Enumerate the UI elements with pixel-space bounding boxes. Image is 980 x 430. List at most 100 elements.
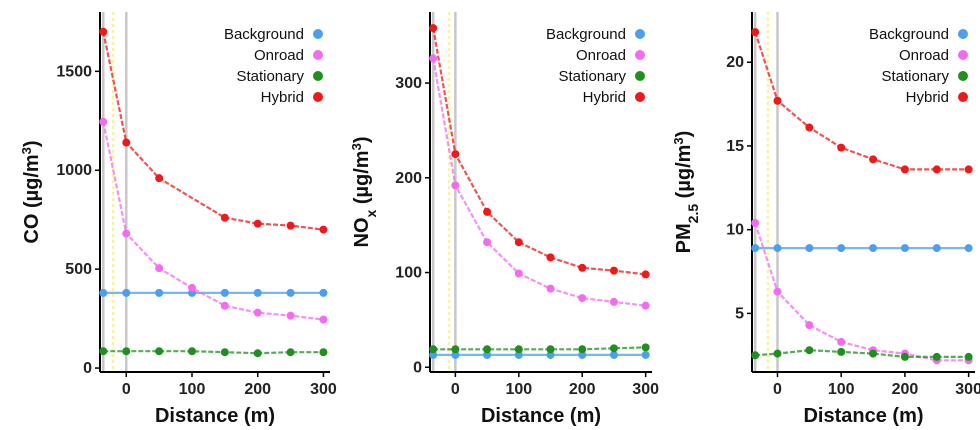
data-point-background [155,288,164,297]
data-point-onroad [837,337,846,346]
data-point-hybrid [641,270,650,279]
legend-marker-background [635,29,645,39]
y-tick-label: 500 [65,261,92,278]
legend-label: Hybrid [583,89,626,106]
data-point-hybrid [932,165,941,174]
x-tick-label: 300 [310,381,337,398]
data-point-background [319,288,328,297]
data-point-stationary [286,348,295,357]
data-point-background [253,288,262,297]
data-point-background [286,288,295,297]
data-point-background [773,244,782,253]
data-point-stationary [932,352,941,361]
data-point-onroad [546,284,555,293]
y-tick-label: 100 [395,265,422,282]
x-tick-label: 200 [569,381,596,398]
legend-marker-onroad [958,50,968,60]
data-point-onroad [220,301,229,310]
data-point-stationary [429,345,438,354]
data-point-stationary [253,349,262,358]
legend-label: Background [546,26,626,43]
data-point-background [900,244,909,253]
x-axis-title: Distance (m) [481,405,601,427]
data-point-hybrid [837,143,846,152]
legend-label: Hybrid [261,89,304,106]
data-point-onroad [751,218,760,227]
data-point-stationary [900,352,909,361]
data-point-hybrid [751,28,760,37]
data-point-onroad [188,283,196,292]
x-tick-label: 300 [632,381,659,398]
series-line-stationary [103,350,324,355]
legend-label: Onroad [899,47,949,64]
data-point-hybrid [964,165,973,174]
data-point-stationary [609,344,618,353]
data-point-hybrid [609,266,618,275]
data-point-hybrid [155,174,164,183]
y-tick-label: 200 [395,170,422,187]
data-point-background [220,288,229,297]
data-point-onroad [286,311,295,320]
data-point-onroad [514,269,523,278]
chart-panel-2: 0 100 200 300 0 100 200 300 Distance (m) NOx (µg/… [349,12,659,427]
data-point-background [609,350,618,359]
legend-label: Stationary [881,68,949,85]
y-tick-label: 20 [726,54,744,71]
legend-marker-hybrid [958,92,968,102]
legend-marker-background [958,29,968,39]
data-point-background [578,350,587,359]
data-point-background [483,350,492,359]
y-axis-title: NOx (µg/m3) [349,137,380,248]
legend-label: Stationary [236,68,304,85]
data-point-onroad [429,54,438,63]
data-point-stationary [514,345,523,354]
x-tick-label: 100 [179,381,206,398]
data-point-onroad [155,264,164,273]
data-point-background [869,244,878,253]
data-point-background [964,244,973,253]
y-tick-label: 300 [395,75,422,92]
y-tick-label: 0 [83,360,92,377]
data-point-hybrid [429,24,438,33]
x-tick-label: 0 [122,381,131,398]
data-point-hybrid [451,150,460,159]
data-point-stationary [751,351,760,360]
data-point-onroad [641,301,650,310]
legend-marker-stationary [958,71,968,81]
legend-label: Background [224,26,304,43]
x-tick-label: 0 [451,381,460,398]
data-point-onroad [483,238,492,247]
data-point-stationary [773,349,782,358]
legend-marker-stationary [635,71,645,81]
data-point-stationary [805,346,814,355]
series-line-stationary [755,349,969,358]
legend-marker-onroad [635,50,645,60]
data-point-stationary [964,352,973,361]
legend-marker-stationary [313,71,323,81]
y-axis-title: PM2.5 (µg/m3) [671,131,702,254]
y-tick-label: 0 [413,359,422,376]
data-point-hybrid [578,263,587,272]
data-point-background [751,244,760,253]
legend-marker-background [313,29,323,39]
data-point-hybrid [253,219,262,228]
x-tick-label: 100 [505,381,532,398]
data-point-background [641,350,650,359]
data-point-stationary [319,348,328,357]
series-line-onroad [432,58,646,307]
series-line-hybrid [432,27,646,276]
data-point-stationary [451,345,460,354]
data-point-stationary [546,345,555,354]
data-point-onroad [578,294,587,303]
data-point-background [514,350,523,359]
chart-panel-1: 0 500 1000 1500 0 100 200 300 Distance (m) CO (µg… [19,12,337,427]
legend: Background Onroad Stationary Hybrid [224,26,323,106]
data-point-hybrid [546,253,555,262]
data-point-stationary [483,345,492,354]
data-point-stationary [99,347,108,356]
series-line-hybrid [754,31,969,171]
data-point-stationary [641,343,650,352]
data-point-background [546,350,555,359]
legend-marker-onroad [313,50,323,60]
